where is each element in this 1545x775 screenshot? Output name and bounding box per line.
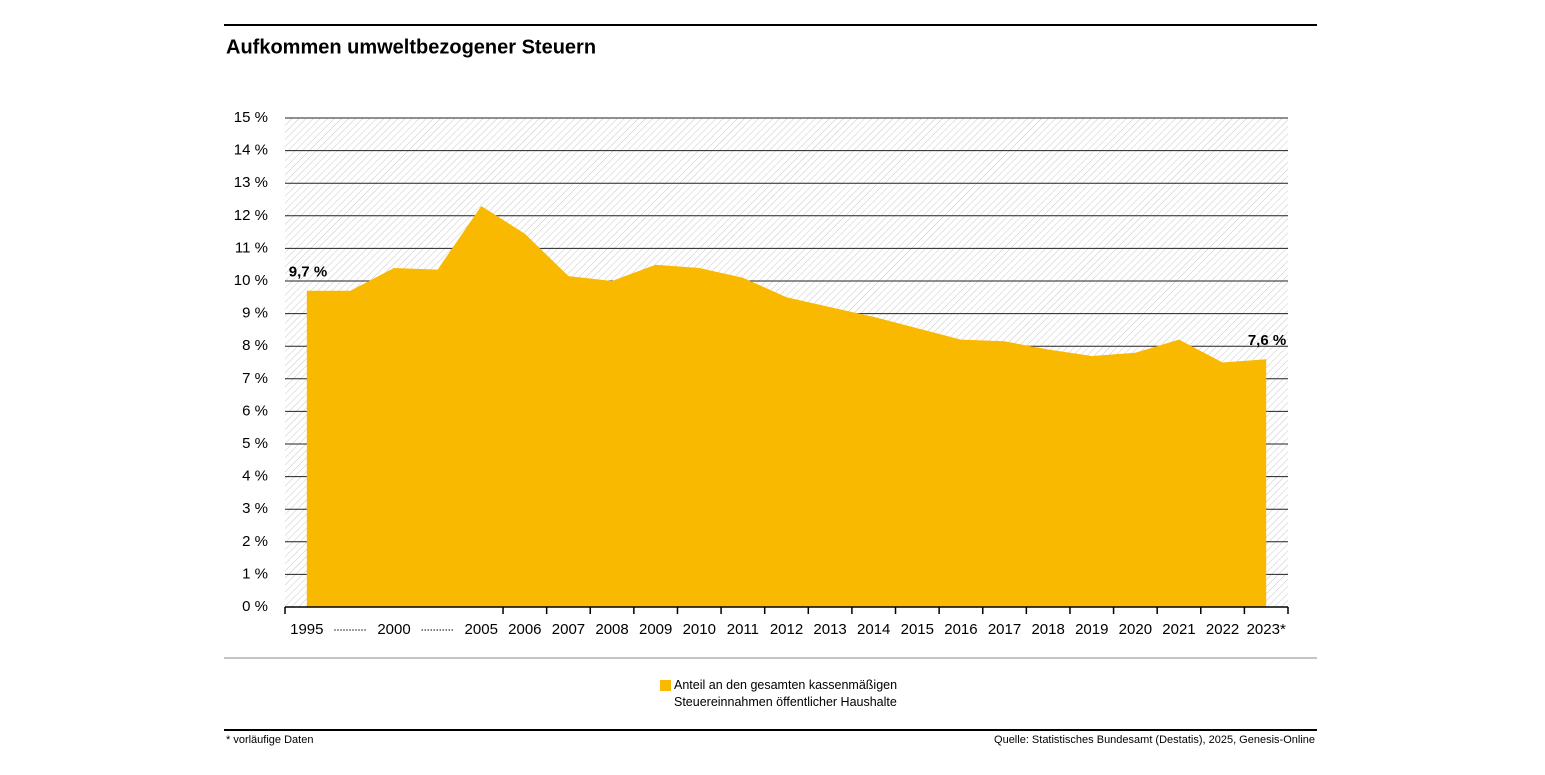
x-tick-label: 2011: [727, 621, 759, 638]
x-tick-label: 2016: [944, 621, 977, 638]
y-tick-label: 6 %: [242, 402, 268, 419]
y-tick-label: 8 %: [242, 337, 268, 354]
x-tick-label: 2015: [901, 621, 934, 638]
y-tick-label: 4 %: [242, 468, 268, 485]
chart-title: Aufkommen umweltbezogener Steuern: [226, 36, 596, 58]
footnote: * vorläufige Daten: [226, 734, 313, 746]
x-tick-label: 1995: [290, 621, 323, 638]
y-tick-label: 13 %: [234, 174, 268, 191]
x-tick-label: 2008: [595, 621, 628, 638]
y-tick-label: 2 %: [242, 533, 268, 550]
x-tick-label: 2018: [1031, 621, 1064, 638]
y-tick-label: 3 %: [242, 500, 268, 517]
value-label: 9,7 %: [289, 264, 327, 281]
x-tick-label: 2014: [857, 621, 890, 638]
y-tick-label: 10 %: [234, 272, 268, 289]
x-tick-label: 2010: [683, 621, 716, 638]
area: [306, 206, 1267, 607]
x-tick-label: 2009: [639, 621, 672, 638]
y-tick-label: 15 %: [234, 109, 268, 126]
y-tick-label: 14 %: [234, 142, 268, 159]
y-tick-label: 9 %: [242, 305, 268, 322]
y-tick-label: 11 %: [235, 239, 268, 256]
x-tick-label: 2005: [465, 621, 498, 638]
x-tick-label: 2023*: [1247, 621, 1286, 638]
x-tick-label: 2007: [552, 621, 585, 638]
x-tick-label: 2017: [988, 621, 1021, 638]
x-tick-label: 2021: [1162, 621, 1195, 638]
x-tick-label: 2022: [1206, 621, 1239, 638]
x-tick-label: 2000: [377, 621, 410, 638]
x-tick-label: 2006: [508, 621, 541, 638]
y-tick-label: 12 %: [234, 207, 268, 224]
y-tick-label: 7 %: [242, 370, 268, 387]
legend-label: Anteil an den gesamten kassenmäßigen Ste…: [674, 678, 898, 709]
x-tick-label: 2013: [813, 621, 846, 638]
legend: Anteil an den gesamten kassenmäßigen Ste…: [660, 677, 944, 711]
source: Quelle: Statistisches Bundesamt (Destati…: [994, 734, 1315, 746]
y-tick-label: 1 %: [242, 565, 268, 582]
x-tick-label: 2019: [1075, 621, 1108, 638]
x-tick-label: 2020: [1119, 621, 1152, 638]
y-tick-label: 0 %: [242, 598, 268, 615]
y-tick-label: 5 %: [242, 435, 268, 452]
value-label: 7,6 %: [1248, 332, 1286, 349]
x-tick-label: 2012: [770, 621, 803, 638]
legend-swatch: [660, 680, 671, 691]
